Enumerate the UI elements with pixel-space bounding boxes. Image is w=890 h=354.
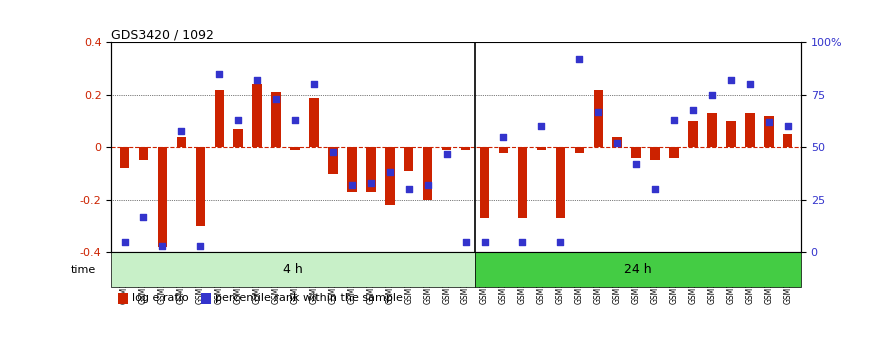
Bar bbox=[233, 129, 243, 147]
Bar bbox=[214, 90, 224, 147]
Bar bbox=[404, 147, 414, 171]
Point bbox=[610, 140, 624, 146]
Text: 24 h: 24 h bbox=[624, 263, 651, 276]
Bar bbox=[651, 147, 659, 160]
Bar bbox=[594, 90, 603, 147]
Bar bbox=[309, 97, 319, 147]
Bar bbox=[498, 147, 508, 153]
Point bbox=[269, 96, 283, 102]
Bar bbox=[518, 147, 527, 218]
Bar bbox=[118, 293, 128, 304]
Point bbox=[458, 239, 473, 245]
Point bbox=[401, 187, 416, 192]
Point bbox=[383, 170, 397, 175]
Bar bbox=[442, 147, 451, 150]
Bar bbox=[783, 134, 792, 147]
Point bbox=[515, 239, 530, 245]
Point bbox=[421, 182, 435, 188]
Bar bbox=[347, 147, 357, 192]
Point bbox=[307, 81, 321, 87]
FancyBboxPatch shape bbox=[111, 252, 475, 287]
Point bbox=[724, 78, 738, 83]
Point bbox=[762, 119, 776, 125]
Point bbox=[250, 78, 264, 83]
Bar bbox=[764, 116, 773, 147]
Text: 4 h: 4 h bbox=[283, 263, 303, 276]
Point bbox=[288, 117, 303, 123]
Bar bbox=[688, 121, 698, 147]
Bar bbox=[158, 147, 167, 247]
Point bbox=[705, 92, 719, 98]
Bar bbox=[120, 147, 129, 168]
Point bbox=[497, 134, 511, 140]
Point bbox=[629, 161, 643, 167]
Bar bbox=[612, 137, 622, 147]
Bar bbox=[201, 293, 211, 304]
FancyBboxPatch shape bbox=[475, 252, 801, 287]
Bar bbox=[253, 84, 262, 147]
Point bbox=[591, 109, 605, 114]
Point bbox=[344, 182, 359, 188]
Bar bbox=[461, 147, 470, 150]
Point bbox=[477, 239, 491, 245]
Point bbox=[572, 56, 587, 62]
Point bbox=[136, 214, 150, 219]
Point bbox=[686, 107, 700, 113]
Bar bbox=[385, 147, 394, 205]
Point bbox=[193, 243, 207, 249]
Text: percentile rank within the sample: percentile rank within the sample bbox=[214, 293, 402, 303]
Bar bbox=[726, 121, 736, 147]
Point bbox=[326, 149, 340, 154]
Bar bbox=[745, 113, 755, 147]
Bar bbox=[328, 147, 337, 173]
Bar bbox=[575, 147, 584, 153]
Point bbox=[117, 239, 132, 245]
Point bbox=[743, 81, 757, 87]
Point bbox=[174, 128, 189, 133]
Point bbox=[364, 180, 378, 186]
Bar bbox=[555, 147, 565, 218]
Point bbox=[781, 124, 795, 129]
Bar bbox=[537, 147, 546, 150]
Point bbox=[231, 117, 246, 123]
Text: GDS3420 / 1092: GDS3420 / 1092 bbox=[111, 28, 214, 41]
Point bbox=[155, 243, 169, 249]
Bar bbox=[366, 147, 376, 192]
Bar bbox=[139, 147, 149, 160]
Point bbox=[212, 71, 226, 77]
Bar bbox=[708, 113, 716, 147]
Point bbox=[648, 187, 662, 192]
Bar bbox=[176, 137, 186, 147]
Bar bbox=[290, 147, 300, 150]
Bar bbox=[196, 147, 205, 226]
Bar bbox=[669, 147, 679, 158]
Text: time: time bbox=[71, 265, 96, 275]
Text: log e ratio: log e ratio bbox=[132, 293, 189, 303]
Point bbox=[554, 239, 568, 245]
Bar bbox=[423, 147, 433, 200]
Bar bbox=[271, 92, 281, 147]
Bar bbox=[631, 147, 641, 158]
Point bbox=[534, 124, 548, 129]
Bar bbox=[480, 147, 490, 218]
Point bbox=[667, 117, 681, 123]
Point bbox=[440, 151, 454, 156]
